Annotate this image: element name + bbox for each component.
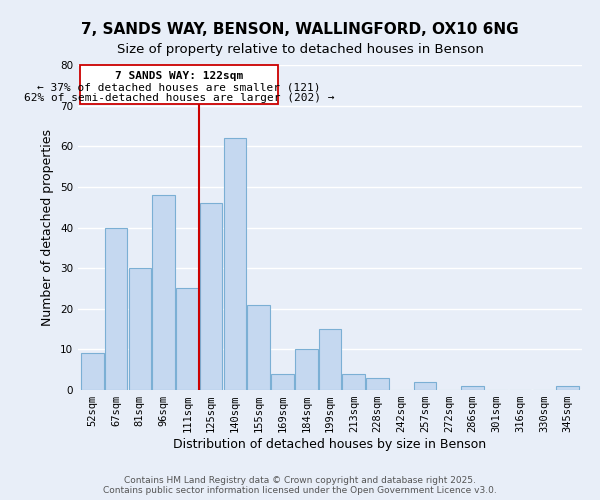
Text: 7 SANDS WAY: 122sqm: 7 SANDS WAY: 122sqm [115, 71, 243, 81]
Bar [128, 268, 151, 390]
Text: 62% of semi-detached houses are larger (202) →: 62% of semi-detached houses are larger (… [24, 94, 334, 104]
Text: 7, SANDS WAY, BENSON, WALLINGFORD, OX10 6NG: 7, SANDS WAY, BENSON, WALLINGFORD, OX10 … [81, 22, 519, 38]
Bar [271, 374, 294, 390]
Text: Size of property relative to detached houses in Benson: Size of property relative to detached ho… [116, 42, 484, 56]
FancyBboxPatch shape [80, 65, 278, 104]
Bar [105, 228, 127, 390]
Text: ← 37% of detached houses are smaller (121): ← 37% of detached houses are smaller (12… [37, 82, 321, 92]
Bar [319, 329, 341, 390]
Bar [247, 304, 270, 390]
Bar [343, 374, 365, 390]
Bar [414, 382, 436, 390]
Bar [556, 386, 579, 390]
Text: Contains HM Land Registry data © Crown copyright and database right 2025.
Contai: Contains HM Land Registry data © Crown c… [103, 476, 497, 495]
Bar [200, 203, 223, 390]
X-axis label: Distribution of detached houses by size in Benson: Distribution of detached houses by size … [173, 438, 487, 451]
Y-axis label: Number of detached properties: Number of detached properties [41, 129, 55, 326]
Bar [81, 354, 104, 390]
Bar [295, 350, 317, 390]
Bar [176, 288, 199, 390]
Bar [224, 138, 246, 390]
Bar [461, 386, 484, 390]
Bar [152, 195, 175, 390]
Bar [366, 378, 389, 390]
